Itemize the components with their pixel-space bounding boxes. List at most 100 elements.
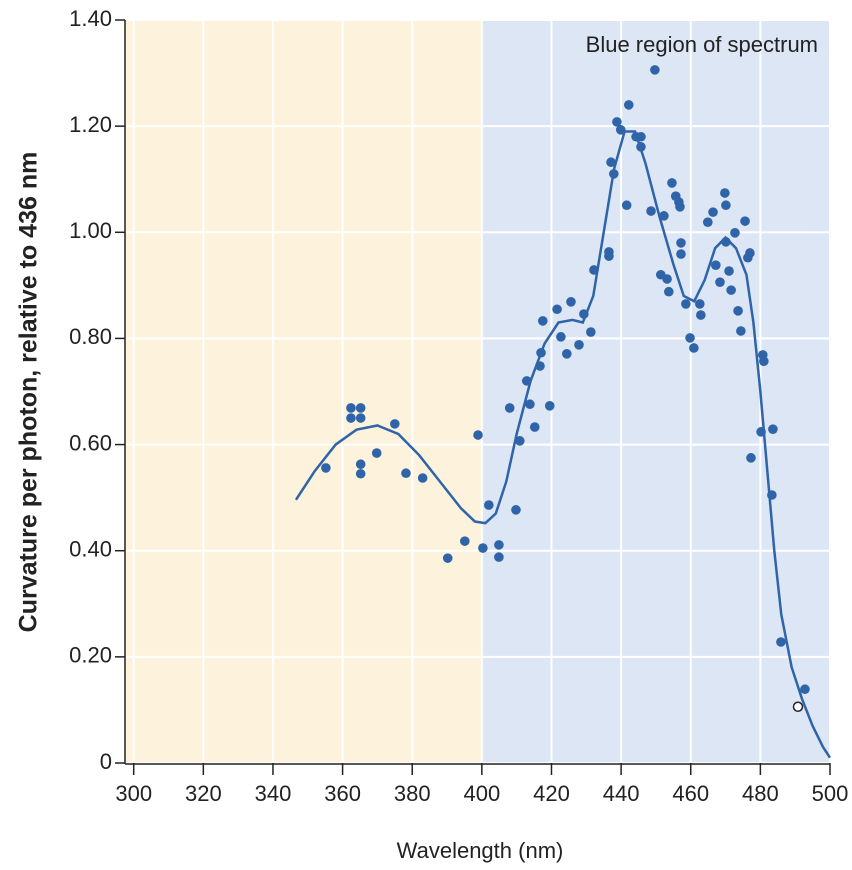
- data-point: [525, 399, 535, 410]
- data-point: [711, 260, 721, 270]
- data-point: [574, 339, 584, 350]
- x-axis-label: Wavelength (nm): [397, 838, 564, 863]
- data-point: [355, 413, 366, 423]
- marks: [294, 65, 832, 759]
- shaded-region: [481, 20, 830, 763]
- y-tick-label: 0.20: [69, 643, 112, 668]
- data-point: [689, 343, 699, 353]
- data-point: [552, 304, 562, 315]
- data-point: [529, 422, 540, 432]
- open-data-point: [792, 701, 804, 712]
- data-point: [355, 403, 366, 413]
- x-tick-label: 480: [742, 781, 779, 806]
- data-point: [724, 266, 734, 276]
- data-point: [401, 468, 411, 479]
- data-point: [623, 100, 634, 110]
- y-tick-label: 1.00: [69, 218, 112, 243]
- data-point: [703, 217, 713, 228]
- data-point: [566, 297, 576, 307]
- data-point: [478, 543, 488, 553]
- data-point: [346, 413, 356, 423]
- data-point: [650, 65, 660, 75]
- y-tick-label: 0.80: [69, 324, 112, 349]
- data-point: [662, 274, 672, 284]
- data-point: [675, 202, 685, 212]
- x-tick-label: 440: [603, 781, 640, 806]
- data-point: [685, 333, 695, 343]
- x-tick-label: 420: [533, 781, 570, 806]
- data-point: [612, 117, 622, 127]
- shaded-region: [125, 20, 482, 763]
- y-axis-label: Curvature per photon, relative to 436 nm: [15, 152, 43, 633]
- y-tick-label: 1.40: [69, 6, 112, 31]
- data-point: [544, 401, 555, 411]
- y-tick-label: 0.60: [69, 430, 112, 455]
- x-tick-label: 300: [115, 781, 152, 806]
- grid: [125, 19, 831, 764]
- fit-curve: [294, 130, 832, 759]
- data-point: [609, 169, 619, 179]
- x-tick-label: 360: [324, 781, 361, 806]
- y-tick-label: 0.40: [69, 537, 112, 562]
- data-point: [562, 349, 572, 359]
- data-point: [681, 299, 691, 309]
- data-point: [504, 403, 515, 413]
- data-point: [390, 419, 400, 429]
- x-tick-label: 340: [255, 781, 292, 806]
- data-point: [636, 131, 646, 142]
- data-point: [664, 286, 674, 297]
- data-point: [726, 285, 736, 295]
- data-point: [721, 200, 731, 211]
- data-point: [768, 424, 778, 434]
- data-point: [556, 332, 566, 342]
- data-point: [756, 427, 766, 437]
- data-point: [355, 459, 366, 470]
- x-tick-label: 380: [394, 781, 431, 806]
- data-point: [355, 468, 366, 479]
- data-point: [321, 463, 331, 473]
- data-point: [515, 436, 525, 446]
- data-point: [536, 347, 546, 358]
- y-tick-label: 0: [100, 749, 112, 774]
- data-point: [484, 500, 494, 510]
- data-point: [442, 553, 453, 563]
- data-point: [346, 403, 356, 413]
- data-point: [604, 251, 614, 261]
- data-point: [696, 310, 706, 320]
- data-point: [676, 238, 686, 248]
- data-point: [371, 448, 382, 458]
- data-point: [721, 237, 731, 247]
- data-point: [730, 228, 740, 238]
- data-point: [745, 248, 755, 258]
- data-point: [746, 453, 756, 463]
- data-point: [667, 178, 677, 188]
- data-point: [589, 265, 599, 275]
- data-point: [694, 299, 705, 309]
- data-point: [708, 207, 718, 217]
- data-point: [494, 552, 504, 562]
- data-point: [767, 490, 777, 500]
- x-tick-label: 460: [672, 781, 709, 806]
- data-point: [459, 536, 470, 546]
- data-point: [535, 361, 545, 371]
- data-point: [676, 249, 686, 259]
- x-tick-label: 400: [463, 781, 500, 806]
- data-point: [733, 306, 743, 316]
- y-tick-label: 1.20: [69, 112, 112, 137]
- axes: 300 320 340 360 380 400 420 440 460 480 500 0 0.20 0.…: [69, 6, 848, 806]
- data-point: [417, 473, 428, 483]
- data-point: [720, 188, 730, 198]
- data-point: [740, 216, 750, 226]
- data-point: [473, 430, 483, 440]
- data-point: [659, 211, 669, 221]
- data-point: [800, 684, 810, 695]
- data-point: [621, 200, 632, 211]
- data-point: [494, 540, 504, 550]
- data-point: [511, 505, 521, 515]
- data-point: [615, 125, 626, 135]
- data-point: [586, 327, 596, 337]
- data-point: [776, 637, 786, 647]
- x-tick-label: 500: [812, 781, 849, 806]
- x-tick-label: 320: [185, 781, 222, 806]
